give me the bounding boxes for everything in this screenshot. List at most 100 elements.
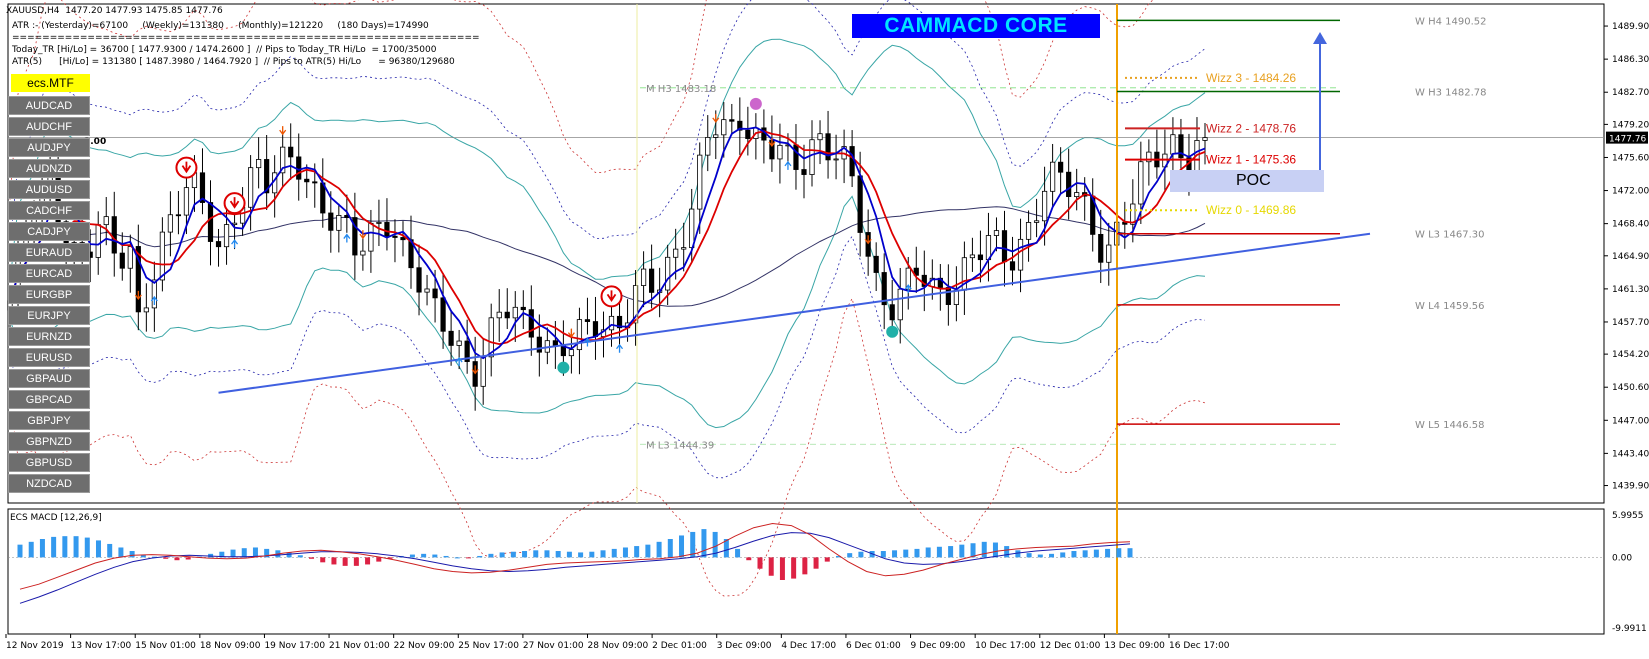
- pivot-label: W H4 1490.52: [1415, 16, 1486, 27]
- macd-bar-positive: [735, 548, 741, 558]
- macd-bar-positive: [297, 555, 303, 558]
- pair-button-gbpcad[interactable]: GBPCAD: [8, 390, 90, 409]
- up-arrow-marker: [455, 356, 463, 367]
- buy-dot: [557, 361, 570, 374]
- upper-envelope: [9, 0, 1206, 246]
- macd-bar-positive: [286, 552, 292, 558]
- macd-bar-positive: [84, 537, 90, 558]
- bear-candle: [288, 146, 294, 158]
- up-arrow-marker: [784, 160, 792, 170]
- bear-candle: [552, 340, 558, 346]
- macd-bar-positive: [981, 541, 987, 558]
- bear-candle: [135, 246, 141, 313]
- bollinger-lower: [9, 195, 1206, 429]
- pair-button-eurgbp[interactable]: EURGBP: [8, 285, 90, 304]
- sell-signal-arrow: [181, 161, 192, 174]
- macd-bar-positive: [1049, 553, 1055, 558]
- bull-candle: [143, 307, 149, 313]
- bull-candle: [969, 254, 976, 259]
- y-tick-label: 1468.40: [1612, 220, 1649, 230]
- bull-candle: [95, 224, 101, 258]
- wizz-level-label: Wizz 3 - 1484.26: [1206, 71, 1296, 85]
- pair-button-cadjpy[interactable]: CADJPY: [8, 222, 90, 241]
- bull-candle: [1170, 134, 1176, 155]
- pair-button-gbpaud[interactable]: GBPAUD: [8, 369, 90, 388]
- pair-button-eurnzd[interactable]: EURNZD: [8, 327, 90, 346]
- macd-bar-negative: [376, 557, 382, 562]
- macd-bar-positive: [1116, 548, 1122, 558]
- pair-button-gbpusd[interactable]: GBPUSD: [8, 453, 90, 472]
- x-tick-label: 22 Nov 09:00: [394, 641, 455, 651]
- x-tick-label: 6 Dec 01:00: [846, 641, 901, 651]
- bear-candle: [857, 175, 863, 233]
- pair-button-nzdcad[interactable]: NZDCAD: [8, 474, 90, 493]
- bollinger-upper: [9, 38, 1206, 283]
- macd-bar-negative: [174, 557, 180, 561]
- macd-bar-positive: [992, 542, 998, 558]
- bull-candle: [456, 340, 462, 346]
- pair-button-euraud[interactable]: EURAUD: [8, 243, 90, 262]
- bear-candle: [352, 217, 358, 256]
- y-tick-label: 1472.00: [1612, 187, 1649, 197]
- bull-candle: [632, 285, 639, 324]
- pair-button-cadchf[interactable]: CADCHF: [8, 201, 90, 220]
- up-arrow-marker: [150, 295, 158, 305]
- macd-bar-positive: [73, 536, 79, 558]
- down-arrow-marker: [864, 235, 872, 245]
- pair-button-audcad[interactable]: AUDCAD: [8, 96, 90, 115]
- pair-button-eurjpy[interactable]: EURJPY: [8, 306, 90, 325]
- pair-button-eurcad[interactable]: EURCAD: [8, 264, 90, 283]
- bull-candle: [248, 167, 254, 208]
- pair-button-gbpjpy[interactable]: GBPJPY: [8, 411, 90, 430]
- bull-candle: [673, 248, 679, 258]
- y-tick-label: 1475.60: [1612, 153, 1649, 163]
- pair-button-gbpnzd[interactable]: GBPNZD: [8, 432, 90, 451]
- bear-candle: [504, 311, 510, 319]
- macd-bar-positive: [522, 551, 528, 558]
- bear-candle: [520, 306, 526, 311]
- macd-bar-positive: [880, 551, 886, 558]
- x-tick-label: 10 Dec 17:00: [975, 641, 1036, 651]
- x-tick-label: 3 Dec 09:00: [717, 641, 772, 651]
- bear-candle: [1058, 161, 1064, 173]
- pair-button-audchf[interactable]: AUDCHF: [8, 117, 90, 136]
- bull-candle: [721, 119, 727, 136]
- macd-line: [19, 522, 1131, 590]
- bull-candle: [1074, 192, 1080, 198]
- main-panel-frame: [7, 3, 1605, 504]
- macd-bar-negative: [353, 557, 359, 566]
- macd-bar-positive: [1037, 554, 1043, 558]
- bull-candle: [689, 208, 695, 249]
- macd-bar-positive: [219, 551, 225, 558]
- bear-candle: [1001, 230, 1008, 263]
- bull-candle: [833, 158, 839, 161]
- mtf-button[interactable]: ecs.MTF: [11, 74, 90, 92]
- pair-button-audusd[interactable]: AUDUSD: [8, 180, 90, 199]
- poc-label: POC: [1170, 170, 1324, 192]
- current-price-tag: [1606, 131, 1648, 144]
- macd-bar-positive: [690, 531, 696, 558]
- pivot-label: W L3 1467.30: [1415, 230, 1485, 241]
- x-tick-label: 2 Dec 01:00: [652, 641, 707, 651]
- pair-button-audjpy[interactable]: AUDJPY: [8, 138, 90, 157]
- bull-candle: [1025, 222, 1032, 240]
- bear-candle: [649, 268, 655, 293]
- macd-bar-positive: [925, 547, 931, 558]
- atr5-info: ATR(5) [Hi/Lo] = 131380 [ 1487.3980 / 14…: [12, 57, 455, 67]
- wizz-level-label: Wizz 2 - 1478.76: [1206, 121, 1296, 135]
- bull-candle: [151, 279, 157, 309]
- macd-bar-positive: [701, 529, 707, 558]
- pair-button-eurusd[interactable]: EURUSD: [8, 348, 90, 367]
- macd-bar-negative: [320, 557, 326, 563]
- bull-candle: [488, 317, 494, 358]
- macd-tick-label: 0.00: [1612, 553, 1632, 563]
- macd-bar-positive: [51, 536, 57, 558]
- bear-candle: [1178, 134, 1184, 159]
- macd-bar-positive: [847, 553, 853, 558]
- macd-bar-positive: [1105, 548, 1111, 558]
- bear-candle: [945, 287, 951, 305]
- x-tick-label: 19 Nov 17:00: [264, 641, 325, 651]
- macd-bar-positive: [62, 536, 68, 558]
- pair-button-audnzd[interactable]: AUDNZD: [8, 159, 90, 178]
